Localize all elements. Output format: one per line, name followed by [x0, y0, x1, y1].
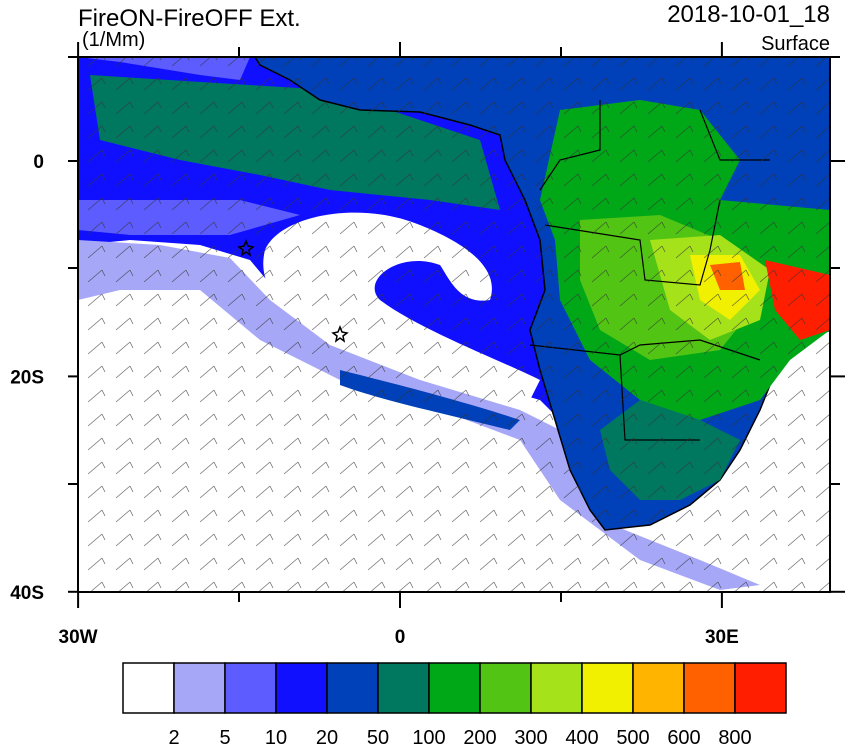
colorbar-label: 100 — [412, 727, 445, 747]
colorbar-label: 800 — [718, 727, 751, 747]
colorbar-label: 2 — [168, 727, 179, 747]
lat-label: 0 — [33, 152, 44, 173]
colorbar-box — [530, 662, 583, 714]
plot-frame — [77, 56, 831, 593]
colorbar-box — [377, 662, 430, 714]
colorbar-box — [173, 662, 226, 714]
date: 2018-10-01_18 — [667, 1, 830, 28]
colorbar-label: 300 — [514, 727, 547, 747]
colorbar-label: 5 — [219, 727, 230, 747]
units: (1/Mm) — [82, 29, 145, 51]
colorbar-box — [734, 662, 787, 714]
map-field — [78, 57, 830, 592]
colorbar-label: 20 — [316, 727, 338, 747]
title: FireON-FireOFF Ext. — [78, 5, 301, 32]
colorbar-box — [275, 662, 328, 714]
colorbar-label: 10 — [265, 727, 287, 747]
lat-label: 40S — [10, 583, 44, 604]
colorbar-box — [683, 662, 736, 714]
colorbar-box — [224, 662, 277, 714]
colorbar-box — [479, 662, 532, 714]
lat-label: 20S — [10, 367, 44, 388]
colorbar-box — [428, 662, 481, 714]
colorbar-label: 600 — [667, 727, 700, 747]
minor-ticks — [68, 47, 840, 602]
colorbar-box — [632, 662, 685, 714]
level: Surface — [761, 33, 830, 55]
colorbar-label: 400 — [565, 727, 598, 747]
lon-label: 30W — [59, 627, 98, 648]
colorbar-label: 500 — [616, 727, 649, 747]
wind-barbs — [78, 57, 830, 592]
colorbar-box — [122, 662, 175, 714]
site-star — [237, 238, 255, 257]
colorbar-label: 50 — [367, 727, 389, 747]
lon-label: 0 — [395, 627, 406, 648]
colorbar-box — [326, 662, 379, 714]
lon-label: 30E — [705, 627, 739, 648]
colorbar-box — [581, 662, 634, 714]
site-star — [331, 324, 349, 343]
colorbar-label: 200 — [463, 727, 496, 747]
